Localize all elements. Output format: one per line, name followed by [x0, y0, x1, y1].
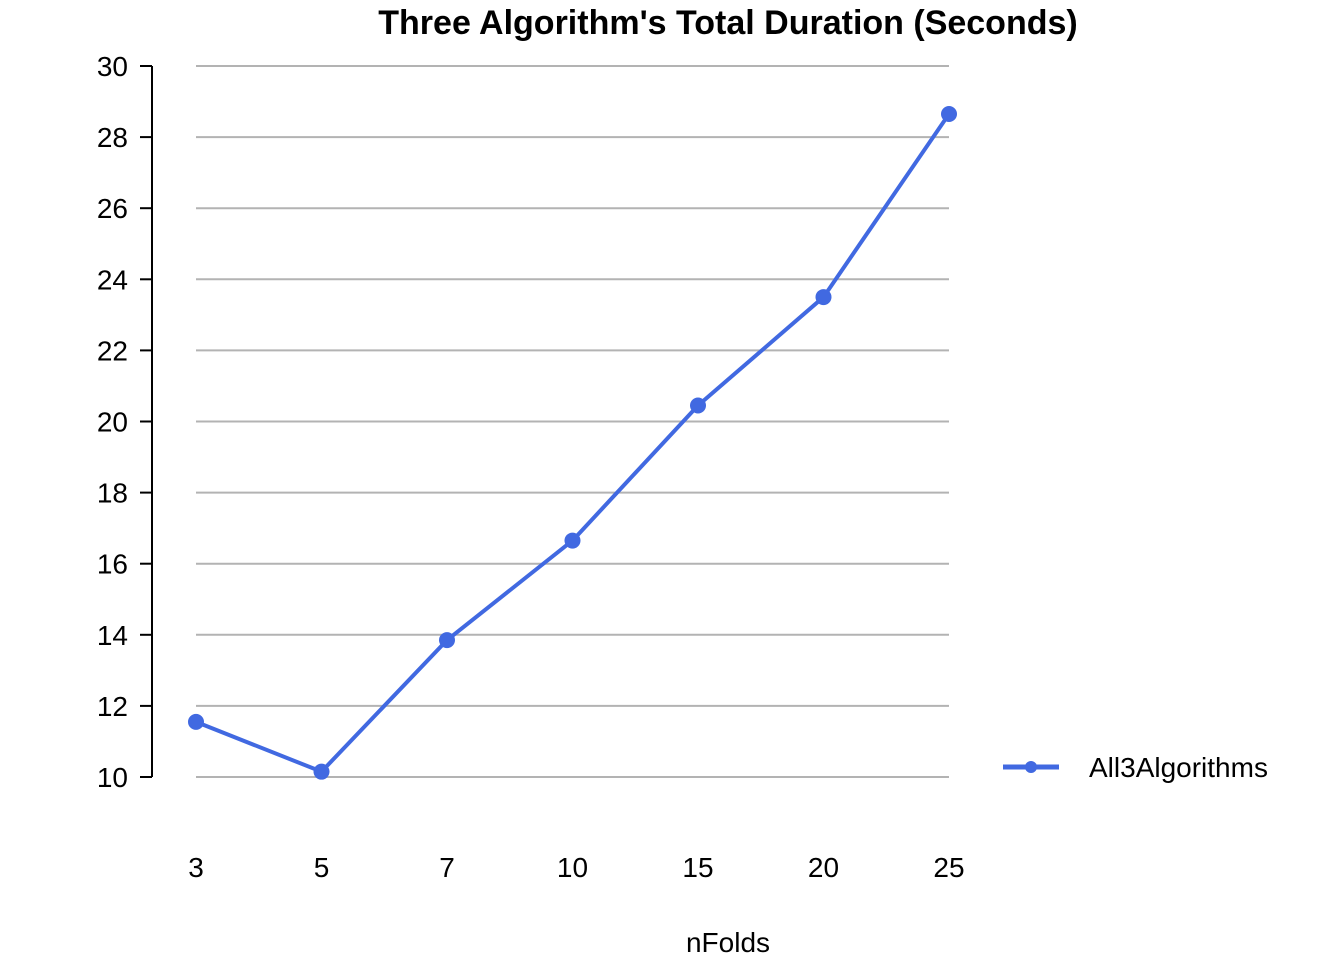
data-point	[815, 289, 832, 306]
grid-lines	[196, 65, 949, 778]
legend-marker	[1025, 761, 1037, 773]
y-tick-label: 10	[97, 762, 128, 793]
y-tick-label: 14	[97, 620, 128, 651]
series-line	[194, 111, 951, 774]
y-tick-label: 28	[97, 122, 128, 153]
chart-title: Three Algorithm's Total Duration (Second…	[378, 4, 1077, 42]
x-tick-label: 5	[314, 852, 330, 883]
x-tick-labels: 3 5 7 10 15 20 25	[188, 852, 964, 883]
y-tick-label: 26	[97, 193, 128, 224]
y-tick-label: 20	[97, 407, 128, 438]
series-points	[188, 105, 957, 780]
data-point	[313, 763, 330, 780]
data-point	[439, 632, 455, 649]
x-tick-label: 7	[439, 852, 455, 883]
x-tick-label: 25	[933, 852, 964, 883]
data-point	[188, 713, 204, 730]
y-tick-label: 18	[97, 478, 128, 509]
legend-entry-label: All3Algorithms	[1089, 752, 1268, 783]
data-point	[941, 105, 957, 122]
y-tick-label: 22	[97, 335, 128, 366]
x-tick-label: 10	[557, 852, 588, 883]
x-tick-label: 20	[808, 852, 839, 883]
y-tick-label: 24	[97, 264, 128, 295]
x-tick-label: 15	[682, 852, 713, 883]
y-tick-labels: 10 12 14 16 18 20 22 24 26 28 30	[97, 51, 128, 793]
y-tick-label: 16	[97, 549, 128, 580]
x-tick-label: 3	[188, 852, 204, 883]
y-tick-label: 30	[97, 51, 128, 82]
y-tick-label: 12	[97, 691, 128, 722]
legend: All3Algorithms	[1003, 752, 1268, 783]
data-point	[564, 532, 581, 549]
x-axis-label: nFolds	[686, 927, 770, 958]
y-axis	[140, 65, 153, 778]
data-point	[690, 397, 706, 414]
series-lines	[194, 111, 951, 774]
